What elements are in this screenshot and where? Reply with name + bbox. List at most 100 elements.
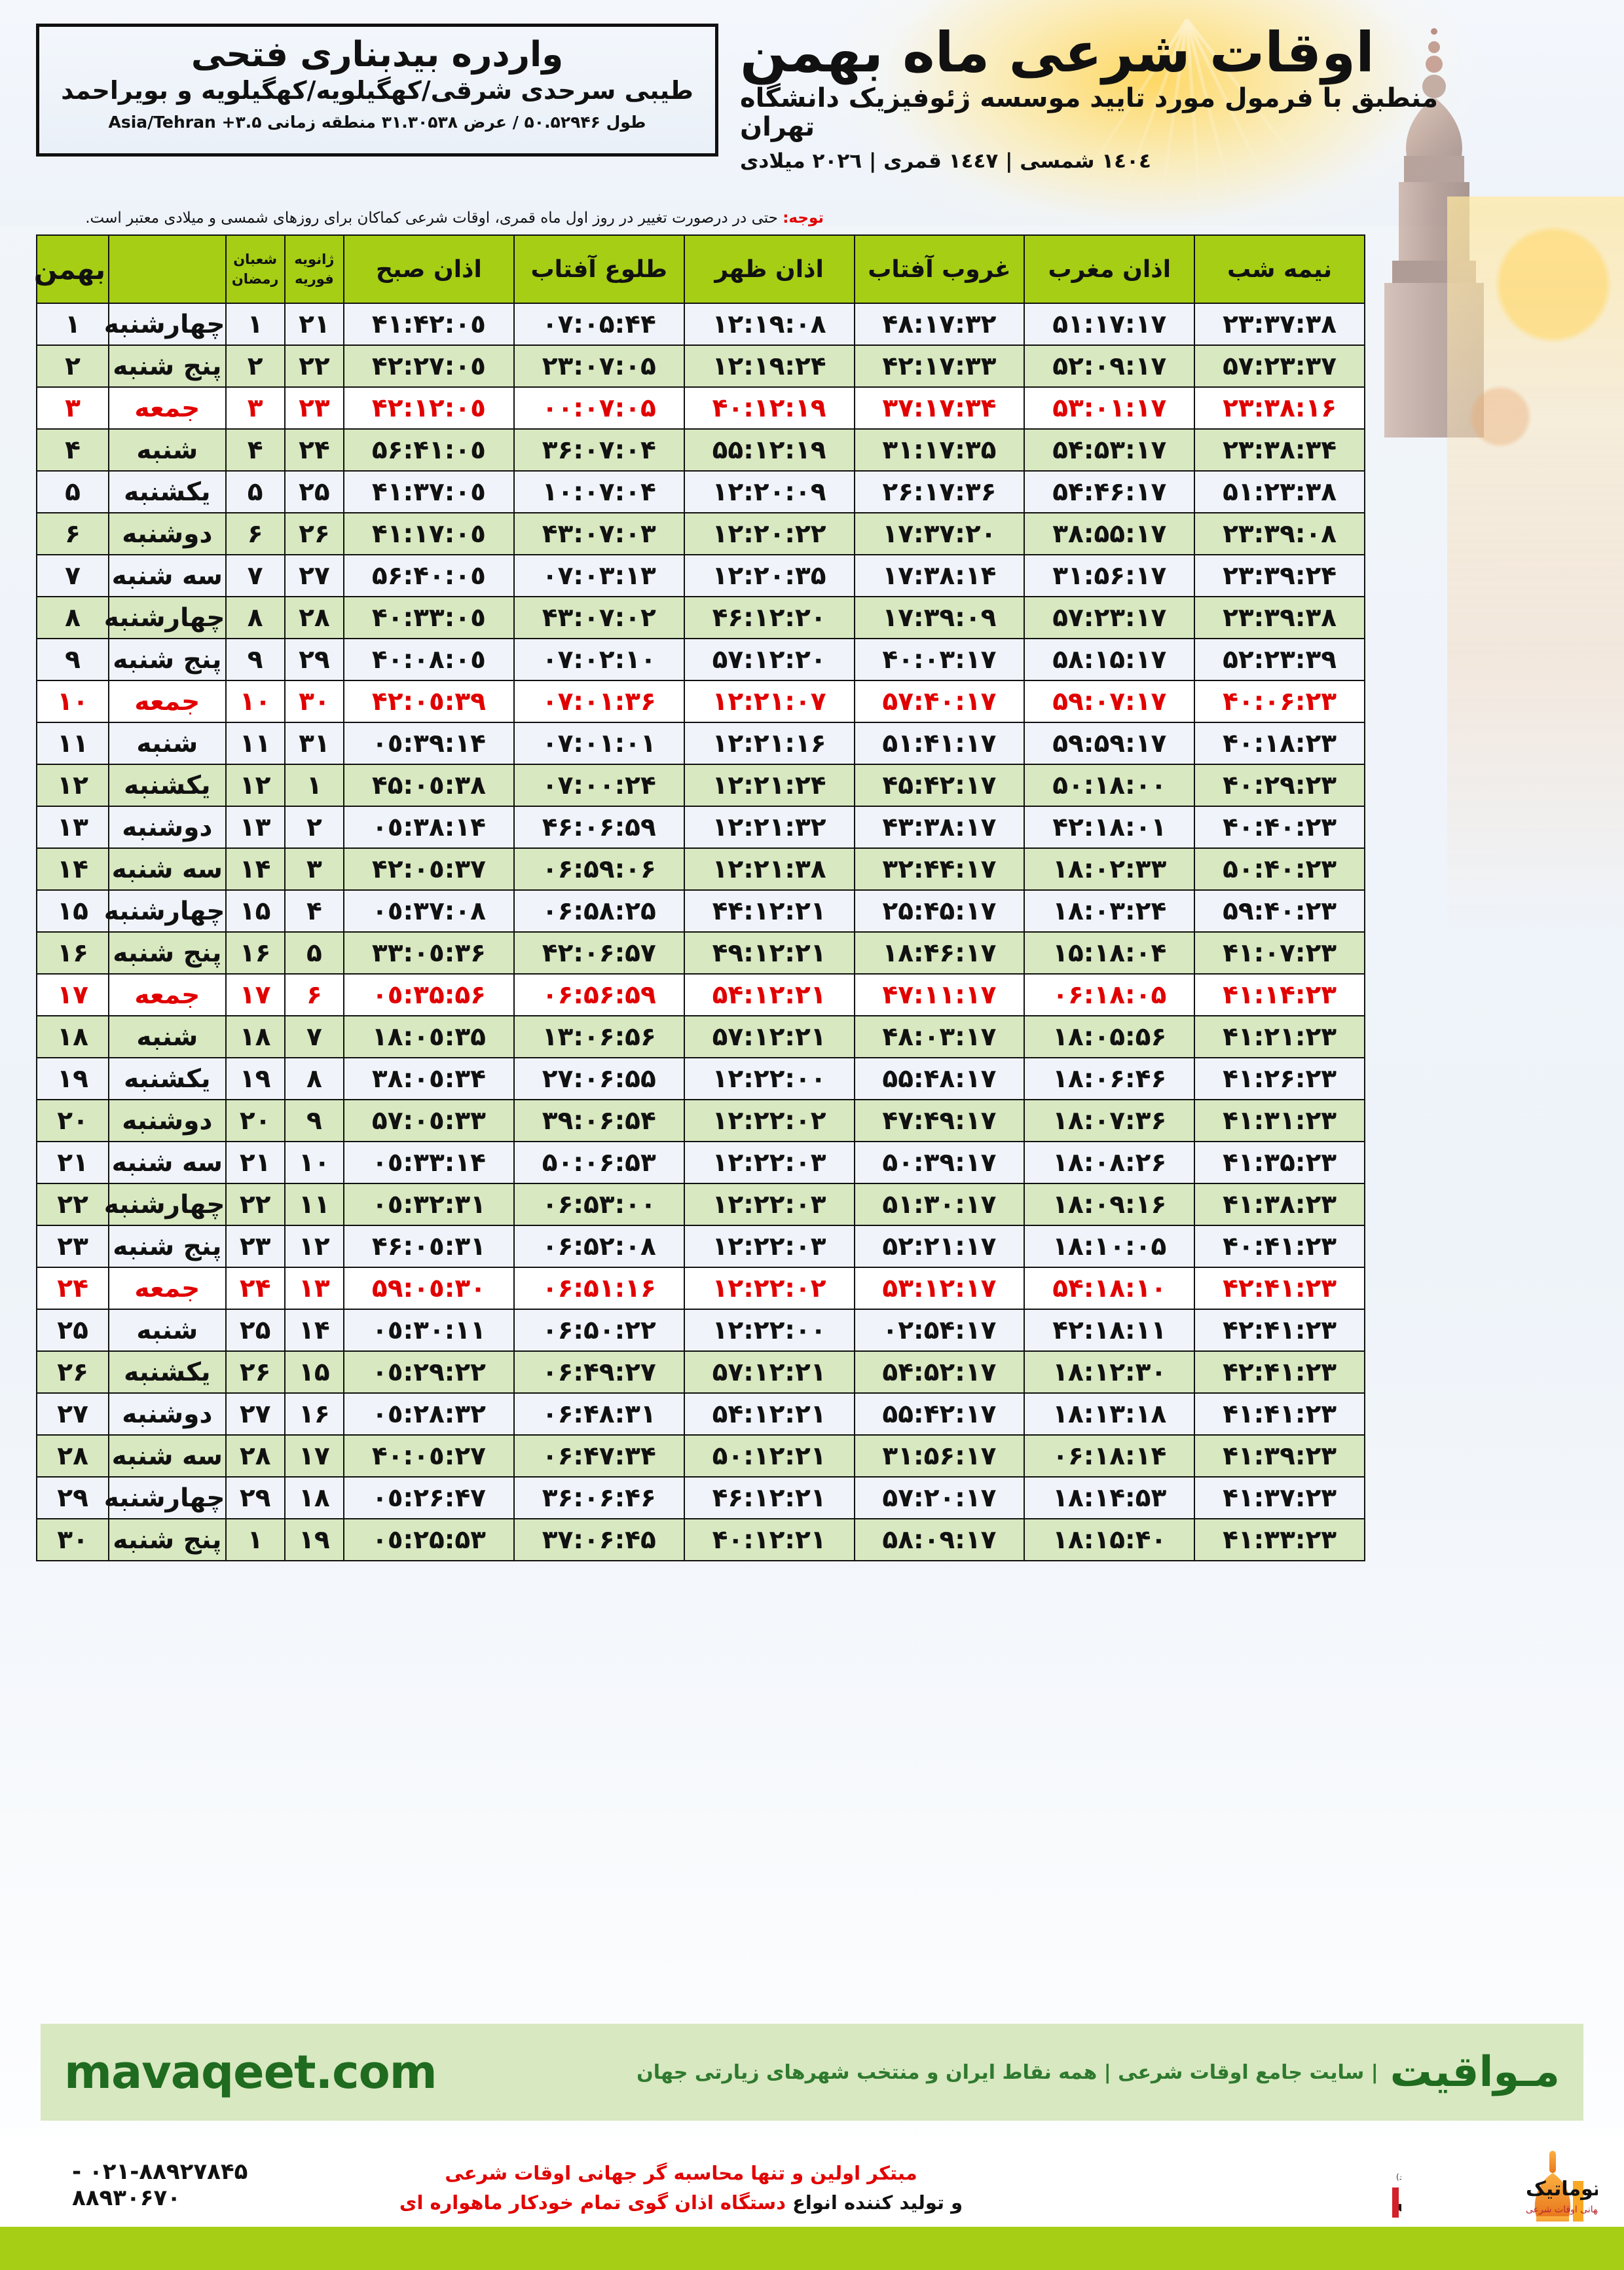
cell-gregorian-day: ٢ xyxy=(284,806,345,849)
prayer-times-table: نیمه شب اذان مغرب غروب آفتاب اذان ظهر طل… xyxy=(34,234,1365,1561)
cell-weekday: جمعه xyxy=(108,680,227,723)
cell-weekday: یکشنبه xyxy=(108,764,227,807)
banner-url[interactable]: mavaqeet.com xyxy=(64,2045,437,2099)
cell-bahman-day: ٢٨ xyxy=(35,1434,110,1478)
cell-hijri-day: ٢٧ xyxy=(225,1392,286,1436)
cell-weekday: دوشنبه xyxy=(108,512,227,555)
cell-sunset: ١٧:٣٧:٢٠ xyxy=(853,512,1025,555)
cell-fajr: ٠٥:٣٣:۵٧ xyxy=(343,1099,515,1142)
cell-fajr: ٠٥:٣٠:١١ xyxy=(343,1309,515,1352)
page-title: اوقات شرعی ماه بهمن xyxy=(740,20,1376,84)
cell-bahman-day: ٢۵ xyxy=(35,1309,110,1352)
cell-midnight: ٢٣:۴١:۴٠ xyxy=(1194,1225,1365,1268)
decorative-ornament xyxy=(1447,196,1624,930)
cell-fajr: ٠٥:٣٧:٠٨ xyxy=(343,889,515,933)
cell-sunset: ١٧:۵٠:٣٩ xyxy=(853,1141,1025,1184)
cell-maghrib: ١٨:٠١:۴٢ xyxy=(1024,806,1196,849)
cell-dhuhr: ١٢:٢١:٣٨ xyxy=(683,847,855,891)
note-line: توجه: حتی در درصورت تغییر در روز اول ماه… xyxy=(38,210,824,227)
cell-sunrise: ٠۶:۵٨:٢۵ xyxy=(513,889,685,933)
cell-fajr: ٠٥:٣۴:٣٨ xyxy=(343,1057,515,1100)
cell-bahman-day: ١٨ xyxy=(35,1015,110,1058)
cell-hijri-day: ٢٨ xyxy=(225,1434,286,1478)
cell-gregorian-day: ٣ xyxy=(284,847,345,891)
cell-gregorian-day: ١٩ xyxy=(284,1518,345,1561)
cell-hijri-day: ١۶ xyxy=(225,931,286,975)
cell-dhuhr: ١٢:١٩:۴٠ xyxy=(683,386,855,430)
cell-maghrib: ١٨:٠٠:۵٠ xyxy=(1024,764,1196,807)
table-row: ٢٣:۴٠:٢٩ ١٨:٠٠:۵٠ ١٧:۴٢:۴۵ ١٢:٢١:٢۴ ٠٧:٠٠:٢۴… xyxy=(35,764,1365,807)
cell-hijri-day: ١٠ xyxy=(225,680,286,723)
cell-sunset: ١٧:۵۴:٠٢ xyxy=(853,1309,1025,1352)
cell-bahman-day: ٢٩ xyxy=(35,1476,110,1519)
cell-maghrib: ١٧:۵۴:۴۶ xyxy=(1024,470,1196,513)
cell-bahman-day: ٢ xyxy=(35,344,110,388)
cell-hijri-day: ٢۶ xyxy=(225,1350,286,1394)
cell-maghrib: ١٨:١٠:۵۴ xyxy=(1024,1267,1196,1310)
banner-brand: مـواقیت xyxy=(1390,2048,1560,2096)
cell-dhuhr: ١٢:٢١:٢۴ xyxy=(683,764,855,807)
cell-dhuhr: ١٢:٢٠:٠٩ xyxy=(683,470,855,513)
cell-sunset: ١٧:٣۶:٢۶ xyxy=(853,470,1025,513)
cell-fajr: ٠٥:٣٠:۵٩ xyxy=(343,1267,515,1310)
location-name: واردره بیدبناری فتحی xyxy=(191,35,564,75)
cell-gregorian-day: ۶ xyxy=(284,973,345,1016)
mavaqeet-banner[interactable]: مـواقیت | سایت جامع اوقات شرعی | همه نقا… xyxy=(41,2024,1583,2121)
cell-bahman-day: ٢١ xyxy=(35,1141,110,1184)
cell-maghrib: ١٧:۵٣:۵۴ xyxy=(1024,428,1196,472)
cell-bahman-day: ١١ xyxy=(35,722,110,765)
cell-fajr: ٠٥:۴٠:٠٨ xyxy=(343,638,515,681)
cell-fajr: ٠٥:۴٠:۵۶ xyxy=(343,554,515,597)
cell-maghrib: ١٧:۵٢:٠٩ xyxy=(1024,344,1196,388)
cell-midnight: ٢٣:۴١:٣٨ xyxy=(1194,1183,1365,1226)
cell-maghrib: ١٨:٠٧:٣۶ xyxy=(1024,1099,1196,1142)
cell-dhuhr: ١٢:٢١:۴٠ xyxy=(683,1518,855,1561)
cell-sunrise: ٠۶:۵٩:٠۶ xyxy=(513,847,685,891)
cell-gregorian-day: ١٠ xyxy=(284,1141,345,1184)
cell-sunset: ١٧:٣٨:١۴ xyxy=(853,554,1025,597)
cell-maghrib: ١٧:۵٩:۵٩ xyxy=(1024,722,1196,765)
cell-weekday: چهارشنبه xyxy=(104,596,227,639)
header-gregorian-top: ژانویه xyxy=(294,251,335,267)
table-row: ٢٣:۴١:٣٣ ١٨:١۵:۴٠ ١٧:۵٨:٠٩ ١٢:٢١:۴٠ ٠۶:۴۵:٣٧… xyxy=(35,1518,1365,1561)
prayer-times-table-wrapper: نیمه شب اذان مغرب غروب آفتاب اذان ظهر طل… xyxy=(34,234,1365,1561)
cell-gregorian-day: ٢۶ xyxy=(284,512,345,555)
header-dhuhr: اذان ظهر xyxy=(683,234,855,304)
cell-weekday: شنبه xyxy=(108,722,227,765)
cell-bahman-day: ۶ xyxy=(35,512,110,555)
cell-fajr: ٠٥:٢٧:۴٠ xyxy=(343,1434,515,1478)
cell-gregorian-day: ٢٩ xyxy=(284,638,345,681)
rayaneek-logo-icon: (با مسئولیت محدود) رایانیک زیبا خاوری xyxy=(1205,2153,1487,2239)
cell-fajr: ٠٥:۴٢:۴١ xyxy=(343,303,515,346)
cell-hijri-day: ١٣ xyxy=(225,806,286,849)
table-row: ٢٣:۴١:٠٧ ١٨:٠۴:١۵ ١٧:۴۶:١٨ ١٢:٢١:۴٩ ٠۶:۵٧:۴٢… xyxy=(35,931,1365,975)
cell-maghrib: ١٧:۵١:١٧ xyxy=(1024,303,1196,346)
cell-fajr: ٠٥:٢٨:٣٢ xyxy=(343,1392,515,1436)
cell-fajr: ٠٥:٣٩:١۴ xyxy=(343,722,515,765)
cell-midnight: ٢٣:۴١:۴٢ xyxy=(1194,1309,1365,1352)
header-sunset: غروب آفتاب xyxy=(853,234,1025,304)
cell-gregorian-day: ١٣ xyxy=(284,1267,345,1310)
cell-sunset: ١٧:۴٠:٠٣ xyxy=(853,638,1025,681)
cell-weekday: چهارشنبه xyxy=(104,1183,227,1226)
cell-dhuhr: ١٢:٢٢:٠٣ xyxy=(683,1225,855,1268)
cell-weekday: چهارشنبه xyxy=(104,889,227,933)
cell-dhuhr: ١٢:٢٠:٢٢ xyxy=(683,512,855,555)
cell-weekday: سه شنبه xyxy=(108,1434,227,1478)
cell-weekday: پنج شنبه xyxy=(108,638,227,681)
cell-midnight: ٢٣:٣٩:٣٨ xyxy=(1194,596,1365,639)
cell-midnight: ٢٣:۴١:٣۵ xyxy=(1194,1141,1365,1184)
cell-midnight: ٢٣:۴٠:۵٩ xyxy=(1194,889,1365,933)
cell-sunrise: ٠۶:۵١:١۶ xyxy=(513,1267,685,1310)
cell-weekday: چهارشنبه xyxy=(104,303,227,346)
table-header-row: نیمه شب اذان مغرب غروب آفتاب اذان ظهر طل… xyxy=(34,234,1365,304)
cell-maghrib: ١٧:۵٧:٢٣ xyxy=(1024,596,1196,639)
cell-dhuhr: ١٢:٢١:۴۴ xyxy=(683,889,855,933)
cell-fajr: ٠٥:۴٢:١٢ xyxy=(343,386,515,430)
cell-hijri-day: ٢١ xyxy=(225,1141,286,1184)
cell-sunset: ١٧:٣۵:٣١ xyxy=(853,428,1025,472)
table-row: ٢٣:۴٠:٠۶ ١٧:۵٩:٠٧ ١٧:۴٠:۵٧ ١٢:٢١:٠٧ ٠٧:٠١:٣۶… xyxy=(35,680,1365,723)
cell-weekday: چهارشنبه xyxy=(104,1476,227,1519)
cell-sunrise: ٠٧:٠٠:٢۴ xyxy=(513,764,685,807)
cell-weekday: دوشنبه xyxy=(108,1099,227,1142)
